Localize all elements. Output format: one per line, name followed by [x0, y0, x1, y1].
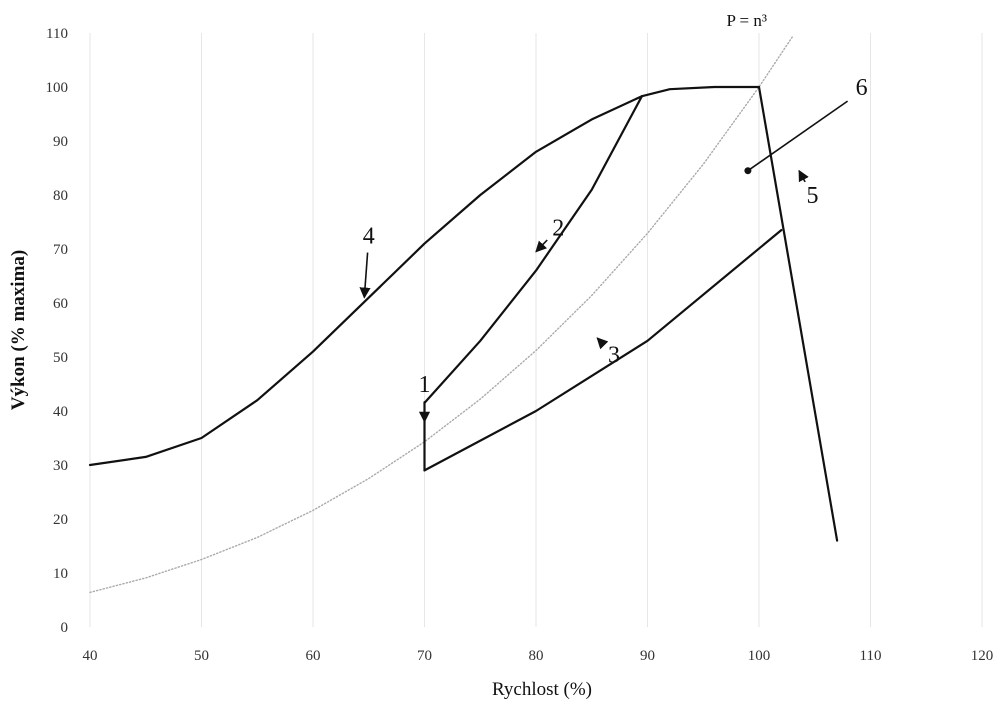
series-line-3 [423, 229, 783, 472]
series-line-5 [757, 85, 839, 542]
axes: 40 50 60 70 80 90 100 110 120 0 10 20 30 40 50 60 70 80 90… [46, 26, 994, 664]
annotation-label-2: 2 [552, 216, 564, 242]
annotation-label-formula: P = n³ [726, 11, 767, 30]
annotation-arrow-5 [798, 169, 809, 183]
annotation-label-6: 6 [856, 75, 868, 101]
grid [89, 33, 983, 627]
y-tick-label: 10 [53, 566, 68, 582]
y-tick-label: 40 [53, 404, 68, 420]
y-axis-title: Výkon (% maxima) [8, 250, 29, 410]
y-tick-label: 60 [53, 296, 68, 312]
x-tick-label: 80 [529, 648, 544, 664]
x-tick-label: 50 [194, 648, 209, 664]
y-tick-label: 80 [53, 188, 68, 204]
x-tick-label: 110 [860, 648, 882, 664]
series-line-2 [423, 95, 644, 404]
x-axis-title: Rychlost (%) [492, 679, 592, 700]
y-tick-label: 20 [53, 512, 68, 528]
annotation-label-4: 4 [363, 224, 375, 250]
series-cubic-reference-line [89, 36, 794, 594]
x-tick-label: 90 [640, 648, 655, 664]
annotations: 1 2 3 4 5 6 P = n³ [359, 11, 868, 423]
x-tick-label: 60 [306, 648, 321, 664]
y-tick-label: 50 [53, 350, 68, 366]
x-tick-label: 70 [417, 648, 432, 664]
y-tick-label: 110 [46, 26, 68, 42]
annotation-arrow-2 [535, 239, 548, 253]
annotation-arrow-4 [359, 252, 371, 299]
y-tick-label: 100 [46, 80, 69, 96]
y-tick-label: 0 [61, 620, 69, 636]
annotation-leader-6 [747, 100, 849, 172]
annotation-arrow-3 [596, 337, 609, 350]
annotation-label-5: 5 [807, 183, 819, 209]
series-line-top [640, 85, 761, 98]
y-tick-label: 30 [53, 458, 68, 474]
x-tick-label: 40 [83, 648, 98, 664]
y-tick-label: 70 [53, 242, 68, 258]
x-tick-label: 120 [971, 648, 994, 664]
y-tick-label: 90 [53, 134, 68, 150]
series-layer [88, 36, 839, 594]
annotation-dot-6 [744, 167, 752, 175]
x-tick-label: 100 [748, 648, 771, 664]
annotation-label-1: 1 [419, 372, 431, 398]
annotation-label-3: 3 [608, 342, 620, 368]
